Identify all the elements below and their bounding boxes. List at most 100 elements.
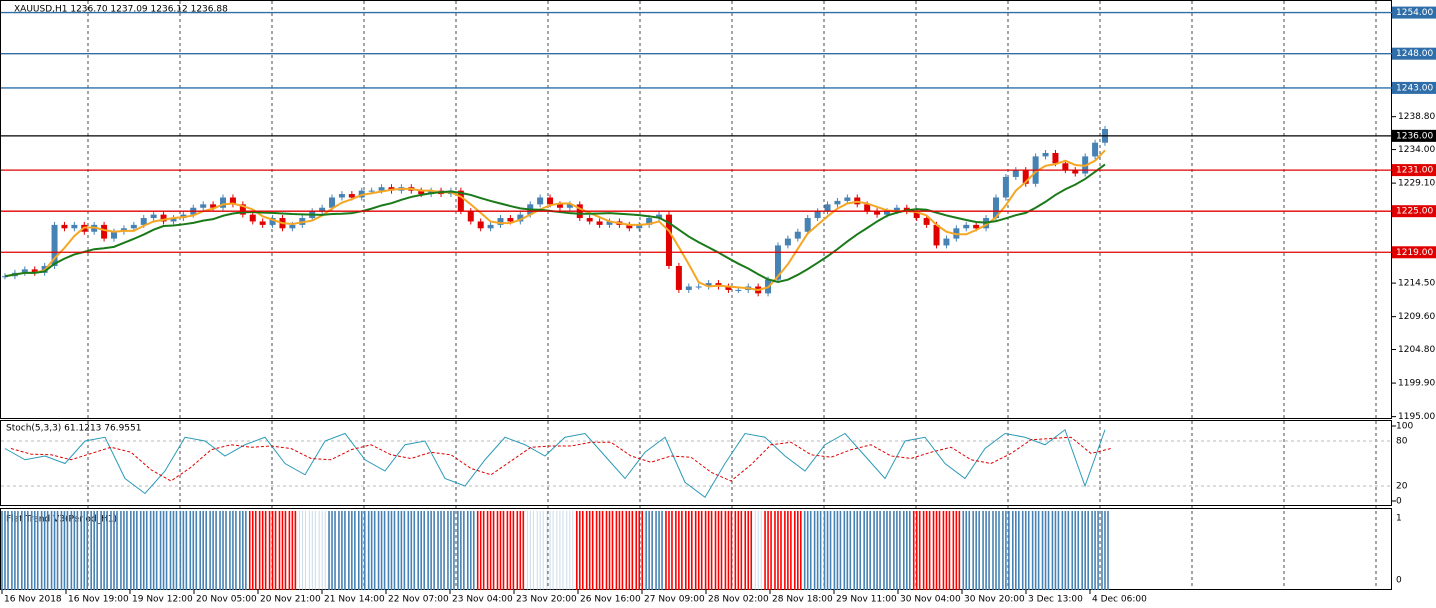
candle [566,204,573,208]
candle [1052,152,1059,164]
candle [814,211,821,219]
candle [1092,142,1099,157]
candle [804,218,811,232]
level-badge [1392,6,1436,19]
candle [130,224,137,229]
candle [874,211,881,215]
stoch-tick-label: 0 [1396,497,1402,507]
time-label: 28 Nov 02:00 [708,595,769,605]
candle [656,214,663,219]
candle [893,207,900,212]
symbol-header: XAUUSD,H1 1236.70 1237.09 1236.12 1236.8… [14,5,228,15]
stoch-frame [0,420,1392,506]
time-label: 22 Nov 07:00 [388,595,449,605]
candle [21,269,28,273]
candle [368,190,375,192]
candle [834,200,841,205]
level-label: 1248.00 [1396,49,1433,59]
time-label: 26 Nov 16:00 [580,595,641,605]
candle [596,221,603,225]
time-label: 19 Nov 12:00 [132,595,193,605]
candle [259,221,266,225]
level-label: 1231.00 [1396,166,1433,176]
candle [537,197,544,205]
candle [1042,152,1049,157]
time-label: 21 Nov 14:00 [324,595,385,605]
candle [586,218,593,222]
candle [1062,163,1069,171]
candle [329,197,336,208]
candle [229,197,236,205]
candle [824,204,831,212]
candle [477,221,484,229]
time-label: 3 Dec 13:00 [1028,595,1083,605]
candle [61,224,68,229]
candle [556,204,563,208]
candle [140,218,147,225]
candle [2,276,8,278]
stoch-main [4,428,1106,498]
candle [864,204,871,212]
candle [1022,170,1029,184]
candle [973,224,980,229]
candle [200,204,207,208]
time-label: 28 Nov 18:00 [772,595,833,605]
candle [319,207,326,212]
level-label: 1243.00 [1396,83,1433,93]
stoch-tick-label: 80 [1396,437,1408,447]
stoch-tick-label: 20 [1396,482,1408,492]
candle [487,224,494,229]
candle [101,224,108,239]
candle [923,218,930,225]
candle [517,214,524,222]
level-badge [1392,47,1436,60]
candle [943,238,950,246]
candle [675,265,682,290]
candle [249,214,256,222]
candle [665,214,672,266]
candle [150,214,157,219]
time-label: 29 Nov 11:00 [836,595,897,605]
candle [685,286,692,290]
candle [239,204,246,215]
candle [626,224,633,229]
level-badge [1392,205,1436,218]
candle [289,224,296,229]
candle [210,204,217,208]
time-label: 30 Nov 04:00 [900,595,961,605]
flat-tick-label: 1 [1396,514,1402,524]
ma-fast [4,149,1106,291]
price-tick-label: 1204.80 [1398,345,1435,355]
candle [51,224,58,266]
candle [992,197,999,219]
candle [963,224,970,229]
candle [606,221,613,225]
level-badge [1392,164,1436,177]
candle [348,194,355,198]
candle [457,190,464,212]
time-label: 4 Dec 06:00 [1092,595,1147,605]
candle [418,190,425,195]
price-tick-label: 1199.90 [1398,379,1435,389]
candle [507,218,514,222]
candle [844,197,851,201]
candle [933,224,940,246]
candle [913,211,920,219]
candle [547,197,554,205]
candle [784,238,791,246]
time-label: 30 Nov 20:00 [964,595,1025,605]
candle [774,245,781,280]
candle [1012,170,1019,177]
candle [1072,170,1079,174]
time-label: 23 Nov 04:00 [452,595,513,605]
level-badge [1392,129,1436,142]
time-label: 27 Nov 09:00 [644,595,705,605]
stoch-tick-label: 100 [1396,422,1413,432]
level-label: 1225.00 [1396,207,1433,217]
candle [725,286,732,290]
level-label: 1254.00 [1396,8,1433,18]
price-tick-label: 1234.00 [1398,145,1435,155]
price-tick-label: 1238.80 [1398,112,1435,122]
